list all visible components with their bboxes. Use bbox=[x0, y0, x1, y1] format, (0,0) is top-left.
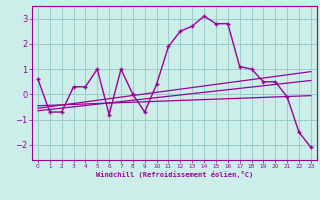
X-axis label: Windchill (Refroidissement éolien,°C): Windchill (Refroidissement éolien,°C) bbox=[96, 171, 253, 178]
